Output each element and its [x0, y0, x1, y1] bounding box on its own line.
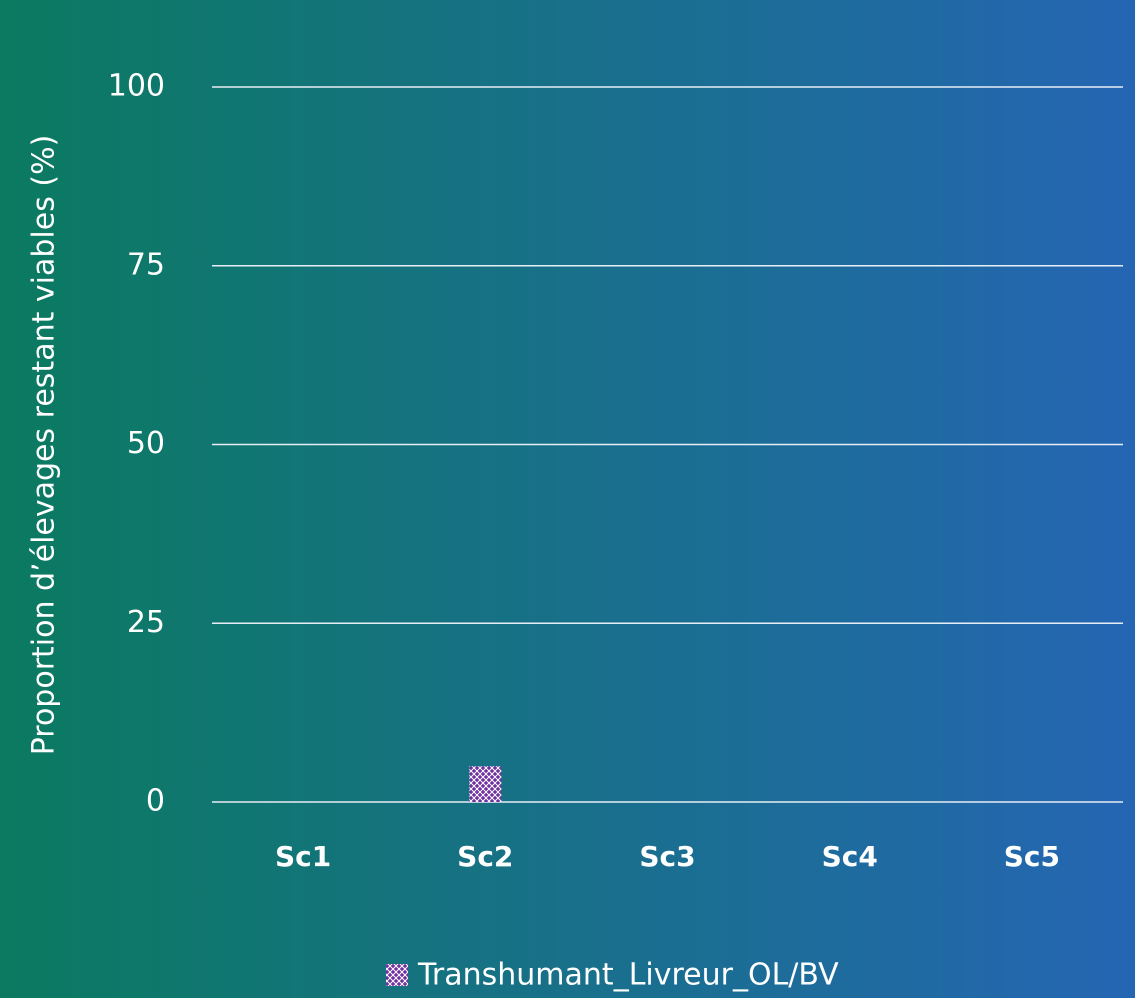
- y-axis-label: Proportion d’élevages restant viables (%…: [27, 135, 62, 756]
- legend-label: Transhumant_Livreur_OL/BV: [417, 958, 839, 993]
- y-tick-label: 0: [146, 784, 165, 819]
- y-tick-label: 25: [127, 605, 165, 640]
- x-tick-label: Sc5: [1004, 840, 1060, 873]
- x-tick-label: Sc2: [457, 840, 513, 873]
- y-tick-label: 100: [108, 69, 165, 104]
- y-tick-label: 75: [127, 247, 165, 282]
- x-tick-label: Sc3: [639, 840, 695, 873]
- bar: [469, 766, 502, 802]
- legend-swatch: [386, 964, 408, 986]
- x-tick-label: Sc1: [275, 840, 331, 873]
- y-tick-label: 50: [127, 426, 165, 461]
- x-tick-label: Sc4: [822, 840, 878, 873]
